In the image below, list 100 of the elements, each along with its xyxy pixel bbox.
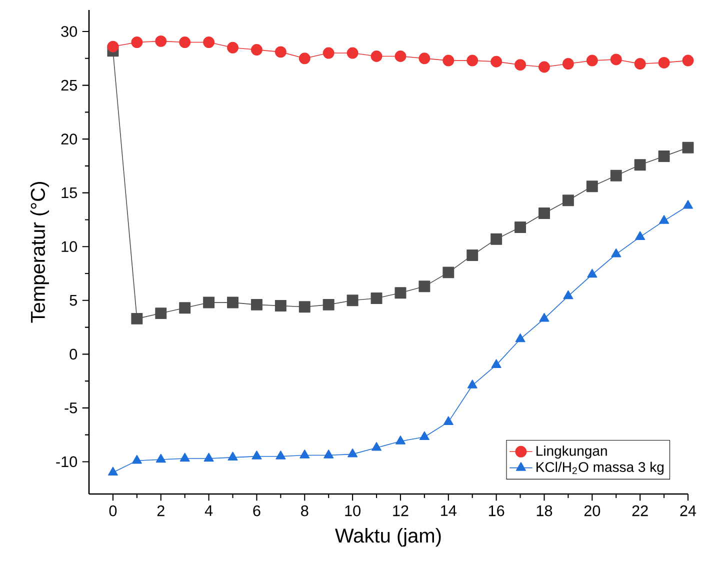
point — [418, 52, 430, 64]
y-tick-label: -5 — [64, 402, 77, 414]
x-tick-label: 4 — [204, 505, 213, 516]
point — [227, 42, 238, 54]
point — [515, 333, 526, 342]
point — [610, 170, 622, 182]
point — [514, 59, 526, 71]
point — [659, 215, 670, 224]
point — [611, 248, 622, 258]
point — [370, 292, 382, 304]
point — [322, 298, 334, 310]
point — [346, 294, 358, 306]
legend-label: KCl/H$_{2}$O massa 3 kg — [536, 462, 664, 475]
point — [682, 54, 694, 66]
point — [131, 312, 143, 324]
x-tick-label: 24 — [680, 505, 696, 516]
x-tick-label: 2 — [157, 505, 164, 516]
point — [514, 222, 526, 233]
point — [250, 298, 262, 310]
point — [442, 54, 454, 66]
point — [466, 54, 478, 66]
point — [539, 312, 550, 322]
point — [658, 56, 670, 68]
point — [443, 416, 454, 425]
point — [586, 54, 598, 66]
point — [179, 302, 191, 314]
x-tick-label: 16 — [488, 505, 504, 516]
point — [538, 208, 550, 220]
y-tick-label: -10 — [56, 456, 78, 468]
point — [394, 287, 406, 299]
point — [442, 266, 454, 278]
point — [107, 40, 119, 52]
point — [322, 47, 334, 59]
point — [298, 52, 310, 64]
point — [203, 36, 215, 48]
point — [491, 359, 502, 368]
point — [298, 301, 310, 313]
point — [348, 448, 358, 458]
point — [300, 450, 310, 458]
point — [587, 268, 598, 278]
point — [418, 280, 430, 292]
point — [155, 35, 167, 47]
point — [372, 442, 382, 451]
y-tick-label: 10 — [62, 241, 78, 252]
point — [346, 47, 358, 59]
point — [610, 54, 622, 66]
point — [132, 454, 142, 464]
x-tick-label: 8 — [301, 505, 308, 516]
point — [227, 296, 238, 308]
point — [490, 233, 502, 245]
x-tick-label: 0 — [109, 505, 117, 516]
point — [538, 61, 550, 73]
point — [274, 300, 286, 312]
point — [276, 450, 286, 460]
x-axis-title: Waktu (jam) — [335, 528, 441, 547]
point — [635, 231, 646, 240]
y-axis-title: Temperatur (°C) — [30, 182, 49, 323]
point — [682, 142, 694, 154]
point — [204, 452, 214, 462]
point — [395, 436, 406, 444]
x-tick-label: 20 — [584, 505, 600, 516]
x-tick-label: 18 — [536, 505, 552, 516]
y-tick-label: 20 — [61, 134, 78, 144]
x-tick-label: 12 — [393, 505, 408, 516]
y-tick-label: 0 — [70, 348, 78, 360]
x-tick-label: 10 — [345, 505, 360, 516]
x-tick-label: 6 — [253, 505, 260, 516]
point — [156, 454, 166, 463]
point — [419, 431, 430, 440]
point — [370, 50, 382, 62]
point — [155, 308, 167, 320]
point — [562, 194, 574, 206]
point — [250, 44, 262, 56]
point — [563, 290, 574, 300]
point — [180, 452, 190, 462]
y-tick-label: 25 — [61, 80, 77, 91]
point — [203, 296, 215, 308]
point — [586, 180, 598, 192]
point — [562, 58, 574, 70]
x-tick-label: 14 — [441, 505, 456, 516]
point — [466, 249, 478, 261]
point — [658, 150, 670, 162]
point — [634, 58, 646, 70]
point — [131, 36, 143, 48]
point — [108, 466, 118, 476]
point — [179, 36, 191, 48]
y-tick-label: 5 — [70, 295, 77, 306]
point — [490, 56, 502, 68]
point — [634, 159, 646, 171]
point — [682, 200, 694, 209]
y-tick-label: 15 — [62, 187, 77, 198]
point — [228, 452, 238, 460]
legend-label: Lingkungan — [536, 446, 607, 459]
point — [394, 50, 406, 62]
point — [252, 450, 262, 460]
y-tick-label: 30 — [61, 26, 78, 37]
x-tick-label: 22 — [632, 505, 648, 516]
point — [467, 380, 478, 388]
point — [324, 450, 334, 458]
point — [274, 46, 286, 58]
